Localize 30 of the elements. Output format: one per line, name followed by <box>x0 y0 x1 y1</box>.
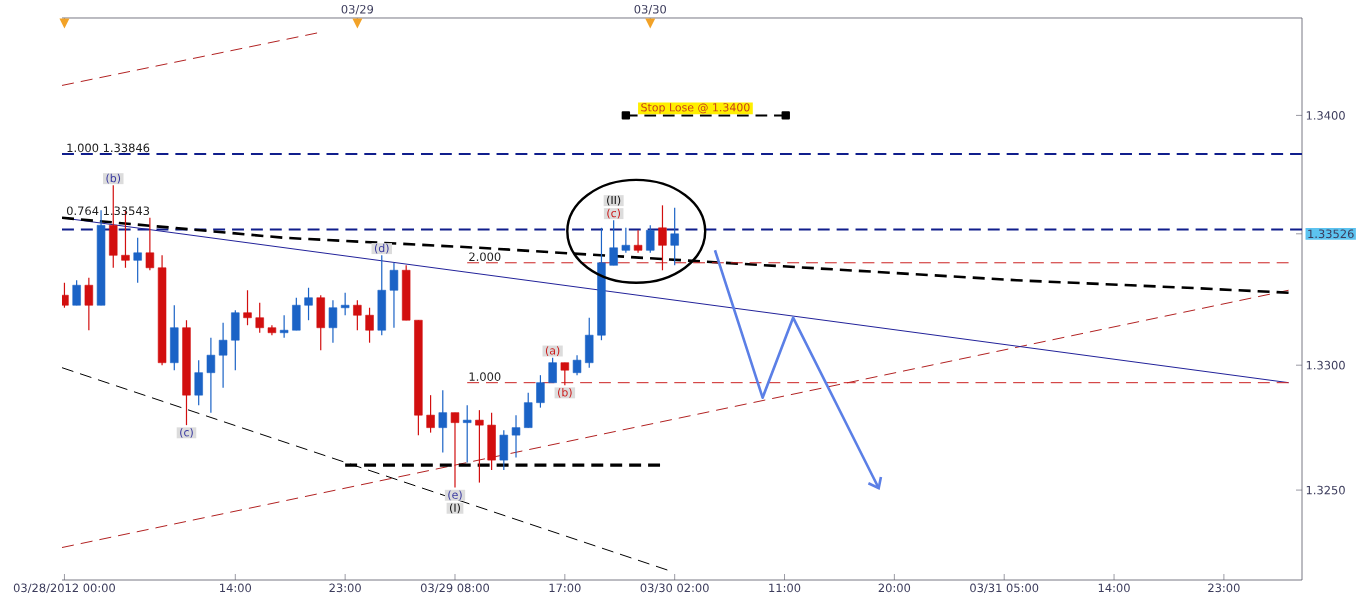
series-label: 1.000 <box>469 372 501 381</box>
x-tick-label: 03/30 02:00 <box>640 583 709 594</box>
ref-line-label: 1.000 1.33846 <box>67 143 150 153</box>
annotation: (a) <box>545 346 560 356</box>
annotation: Stop Lose @ 1.3400 <box>641 103 750 114</box>
x-tick-label: 14:00 <box>220 583 252 593</box>
x-tick-label: 17:00 <box>549 583 581 593</box>
annotation: (e) <box>448 490 462 501</box>
annotation: (d) <box>374 243 389 254</box>
x-tick-label: 14:00 <box>1098 583 1130 593</box>
annotation: (b) <box>558 387 572 398</box>
annotation: (c) <box>180 427 193 438</box>
x-tick-label: 03/31 05:00 <box>970 583 1039 594</box>
x-tick-label: 20:00 <box>878 583 911 593</box>
x-tick-label: 23:00 <box>329 583 361 593</box>
x2-tick-label: 03/30 <box>634 4 667 15</box>
y-tick-label: 1.3400 <box>1306 111 1345 120</box>
annotation: (b) <box>106 173 121 184</box>
x-tick-label: 03/29 08:00 <box>420 583 490 594</box>
annotation: (c) <box>607 208 620 219</box>
y-tick-label: 1.3300 <box>1306 360 1345 370</box>
annotation: (I) <box>450 503 460 514</box>
annotation: (II) <box>607 195 621 206</box>
x2-tick-label: 03/29 <box>341 4 374 15</box>
y-tick-label: 1.33526 <box>1308 229 1354 239</box>
x-tick-label: 03/28/2012 00:00 <box>13 583 115 594</box>
x-tick-label: 23:00 <box>1208 583 1240 593</box>
series-label: 2.000 <box>469 252 501 262</box>
y-tick-label: 1.3250 <box>1306 485 1345 495</box>
x-tick-label: 11:00 <box>769 583 801 593</box>
